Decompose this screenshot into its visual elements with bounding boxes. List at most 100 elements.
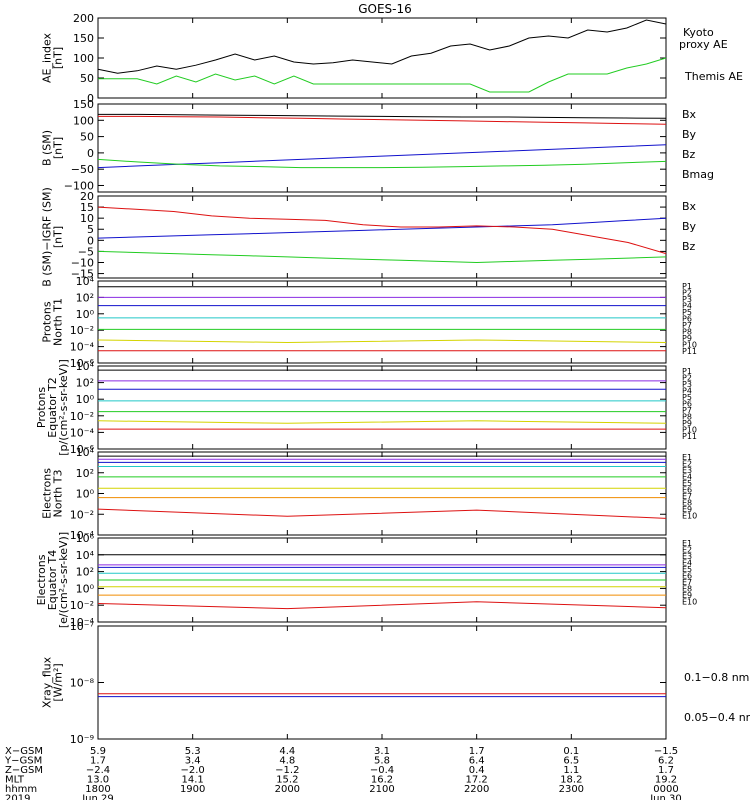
y-tick-label-et3: 10⁰ (76, 488, 95, 501)
series-line-et3 (97, 508, 667, 519)
y-tick-label-ae: 200 (73, 12, 94, 25)
legend-item-pt2: P5 (682, 393, 692, 402)
series-line-bsm (98, 113, 667, 119)
legend-item-et3: E5 (682, 479, 692, 488)
y-tick-label-xray: 10⁻⁸ (70, 677, 95, 690)
panel-frame-ae (97, 17, 667, 99)
footer-row-label: X−GSM (5, 746, 43, 757)
footer-cell: 6.5 (563, 756, 579, 767)
footer-cell: 1800 (85, 784, 110, 795)
legend-item-bdiff: By (682, 220, 697, 233)
y-axis-label-line: North T1 (52, 298, 65, 346)
y-tick-label-et4: 10⁶ (76, 532, 95, 545)
legend-item-et4: E3 (682, 552, 692, 561)
series-line-bsm (97, 158, 667, 169)
legend-item-pt1: P3 (682, 295, 692, 304)
footer-cell: 14.1 (182, 775, 204, 786)
y-tick-label-bdiff: 0 (87, 234, 94, 247)
y-tick-label-pt1: 10⁰ (76, 308, 95, 321)
plot-title: GOES-16 (358, 2, 412, 16)
footer-cell: −2.0 (181, 765, 205, 776)
legend-item-et4: E4 (682, 559, 692, 568)
series-line-et4 (97, 601, 667, 610)
legend-item-et3: E1 (682, 453, 692, 462)
y-axis-label-xray: Xray_flux[W/m²] (41, 656, 65, 708)
panel-frame-xray (97, 625, 667, 740)
footer-cell: 4.4 (279, 746, 295, 757)
y-axis-label-line: Equator T4 (46, 550, 59, 610)
y-tick-label-bdiff: 20 (80, 190, 94, 203)
footer-cell: 1.7 (658, 765, 674, 776)
footer-cell: 5.8 (374, 756, 390, 767)
y-tick-label-pt2: 10⁰ (76, 393, 95, 406)
legend-item-et4: E1 (682, 539, 692, 548)
y-axis-label-line: North T3 (52, 470, 65, 518)
footer-cell: 2200 (464, 784, 489, 795)
y-tick-label-pt2: 10⁻² (70, 410, 94, 423)
y-tick-label-et4: 10⁴ (76, 549, 95, 562)
footer-row-label: 2019 (5, 794, 30, 800)
legend-item-et4: E7 (682, 578, 692, 587)
y-axis-label-line: Electrons (35, 554, 48, 605)
series-line-pt2 (97, 420, 667, 424)
footer-cell: 3.1 (374, 746, 390, 757)
footer-cell: −2.4 (86, 765, 110, 776)
y-tick-label-pt1: 10² (76, 291, 94, 304)
footer-cell: 4.8 (279, 756, 295, 767)
footer-cell: 16.2 (371, 775, 393, 786)
series-line-bdiff (97, 206, 667, 255)
y-axis-label-bdiff: B (SM)−IGRF (SM)[nT] (41, 187, 65, 287)
footer-cell: 13.0 (87, 775, 109, 786)
y-tick-label-bdiff: 15 (80, 201, 94, 214)
legend-item-bdiff: Bz (682, 240, 696, 253)
legend-item-pt1: P5 (682, 308, 692, 317)
legend-kyoto: Kyoto (683, 26, 714, 39)
y-tick-label-ae: 100 (73, 52, 94, 65)
legend-item-et3: E2 (682, 460, 692, 469)
footer-row-label: hhmm (5, 784, 37, 795)
legend-item-bsm: Bx (682, 108, 697, 121)
series-line-bdiff (97, 250, 667, 264)
footer-row-label: MLT (5, 775, 25, 786)
footer-cell: 1.1 (563, 765, 579, 776)
legend-kyoto-2: proxy AE (679, 38, 728, 51)
legend-item-et4: E5 (682, 565, 692, 574)
y-tick-label-ae: 50 (80, 72, 94, 85)
y-axis-label-line: B (SM)−IGRF (SM) (41, 187, 54, 287)
footer-cell: 6.4 (469, 756, 485, 767)
legend-item-pt1: P8 (682, 328, 692, 337)
legend-item-pt1: P2 (682, 289, 692, 298)
legend-item-et4: E6 (682, 572, 692, 581)
legend-item-pt1: P7 (682, 321, 692, 330)
y-tick-label-bsm: 150 (73, 98, 94, 111)
legend-item-pt2: P6 (682, 400, 692, 409)
series-line-pt1 (97, 339, 667, 344)
y-axis-label-line: Equator T2 (46, 377, 59, 437)
series-line-bsm (97, 144, 667, 169)
y-tick-label-bdiff: 5 (87, 223, 94, 236)
series-line-bdiff (97, 217, 667, 239)
y-axis-label-line: Xray_flux (41, 656, 54, 708)
legend-item-pt2: P8 (682, 413, 692, 422)
panel-frame-pt2 (97, 365, 667, 450)
footer-cell: 5.9 (90, 746, 106, 757)
y-tick-label-et4: 10⁻² (70, 599, 94, 612)
y-tick-label-pt2: 10⁻⁶ (70, 443, 95, 456)
legend-item-pt2: P2 (682, 374, 692, 383)
legend-item-bdiff: Bx (682, 200, 697, 213)
legend-item-pt2: P3 (682, 380, 692, 389)
y-tick-label-bsm: −50 (71, 163, 94, 176)
panel-frame-et3 (97, 451, 667, 536)
y-tick-label-ae: 0 (87, 92, 94, 105)
legend-item-et3: E6 (682, 486, 692, 495)
legend-item-pt2: P9 (682, 419, 692, 428)
y-axis-label-bsm: B (SM)[nT] (41, 130, 65, 166)
y-tick-label-et4: 10² (76, 566, 94, 579)
y-axis-label-line: [nT] (52, 137, 65, 159)
y-tick-label-bdiff: −10 (71, 256, 94, 269)
